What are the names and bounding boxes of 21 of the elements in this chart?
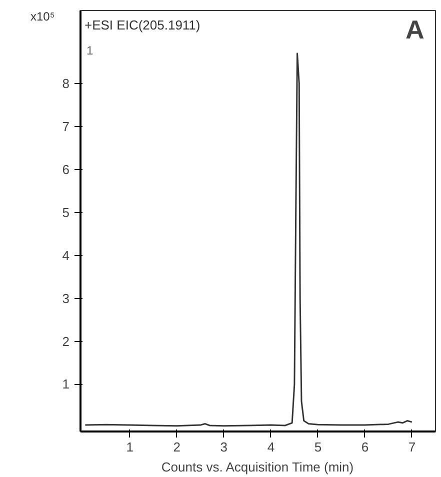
x-axis-title: Counts vs. Acquisition Time (min) bbox=[161, 460, 354, 474]
x-tick-label: 3 bbox=[220, 440, 228, 454]
y-tick-label: 7 bbox=[62, 118, 70, 134]
x-tick-label: 2 bbox=[173, 440, 181, 454]
annotation: 1 bbox=[86, 44, 94, 58]
y-axis-title: x10⁵ bbox=[30, 10, 55, 24]
y-tick-label: 4 bbox=[62, 248, 70, 263]
x-tick-label: 1 bbox=[126, 440, 134, 454]
text: +ESI EIC(205.1911) bbox=[84, 18, 200, 32]
x-tick-label: 4 bbox=[267, 440, 275, 454]
y-tick-label: 6 bbox=[62, 162, 70, 177]
x-tick-label: 5 bbox=[314, 440, 322, 454]
y-tick-label: 1 bbox=[62, 376, 70, 392]
x-tick-label: 6 bbox=[361, 440, 369, 454]
y-tick-label: 5 bbox=[62, 204, 70, 220]
annotation: A bbox=[406, 14, 424, 44]
y-tick-label: 2 bbox=[62, 334, 70, 349]
x-tick-label: 7 bbox=[408, 440, 416, 454]
y-tick-label: 8 bbox=[62, 76, 70, 92]
y-tick-label: 3 bbox=[62, 290, 70, 306]
line-series bbox=[84, 52, 413, 427]
